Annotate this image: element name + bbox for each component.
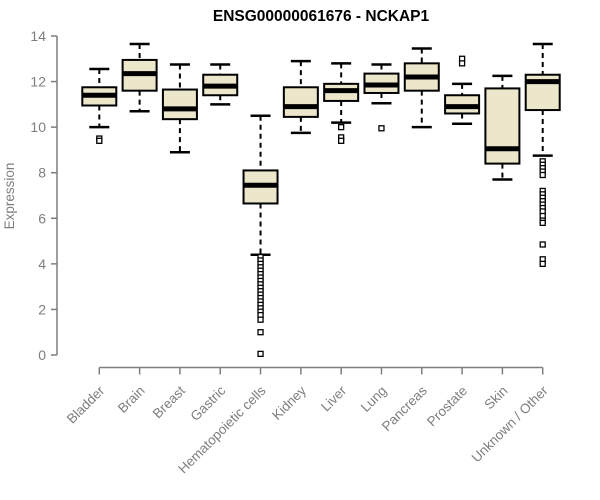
y-tick-label: 12 bbox=[30, 74, 46, 90]
outlier-point bbox=[539, 260, 546, 268]
box-skin bbox=[484, 74, 521, 181]
box-unknown-other bbox=[524, 42, 561, 268]
x-category-label: Unknown / Other bbox=[469, 383, 552, 466]
box-prostate bbox=[444, 55, 481, 125]
box-breast bbox=[161, 63, 198, 154]
y-tick-label: 6 bbox=[38, 210, 46, 226]
box-kidney bbox=[282, 59, 319, 135]
x-category-label: Brain bbox=[115, 383, 148, 416]
x-category-label: Skin bbox=[481, 383, 510, 412]
outlier-point bbox=[539, 171, 546, 179]
x-category-label: Prostate bbox=[424, 383, 470, 429]
x-category-label: Kidney bbox=[269, 383, 309, 423]
box-pancreas bbox=[403, 47, 440, 129]
iqr-box bbox=[161, 88, 198, 121]
box-bladder bbox=[81, 67, 118, 144]
outlier-point bbox=[257, 316, 264, 323]
y-axis: 0 2 4 6 8 10 12 14 bbox=[30, 28, 58, 363]
x-category-label: Pancreas bbox=[379, 383, 430, 434]
y-tick-label: 0 bbox=[38, 347, 46, 363]
y-tick-label: 2 bbox=[38, 301, 46, 317]
y-tick-label: 14 bbox=[30, 28, 46, 44]
box-liver bbox=[323, 62, 360, 144]
boxplot-series bbox=[81, 42, 561, 358]
outlier-point bbox=[257, 350, 264, 358]
x-category-label: Lung bbox=[358, 383, 390, 415]
x-category-label: Liver bbox=[318, 383, 350, 415]
outlier-point bbox=[378, 125, 385, 132]
iqr-box bbox=[484, 87, 521, 165]
box-hematopoietic-cells bbox=[242, 114, 279, 358]
box-gastric bbox=[202, 63, 239, 106]
outlier-point bbox=[338, 137, 345, 144]
box-brain bbox=[121, 42, 158, 113]
iqr-box bbox=[282, 86, 319, 118]
chart-title: ENSG00000061676 - NCKAP1 bbox=[213, 8, 430, 25]
outlier-point bbox=[539, 219, 546, 226]
x-category-label: Breast bbox=[150, 383, 188, 421]
y-tick-label: 4 bbox=[38, 256, 46, 272]
y-tick-label: 10 bbox=[30, 119, 46, 135]
outlier-point bbox=[96, 137, 103, 144]
y-tick-label: 8 bbox=[38, 165, 46, 181]
y-axis-label: Expression bbox=[2, 163, 17, 230]
x-category-label: Bladder bbox=[64, 383, 108, 427]
box-lung bbox=[363, 63, 400, 132]
outlier-point bbox=[257, 329, 264, 336]
outlier-point bbox=[338, 123, 345, 131]
outlier-point bbox=[458, 60, 466, 67]
outlier-point bbox=[539, 241, 546, 248]
